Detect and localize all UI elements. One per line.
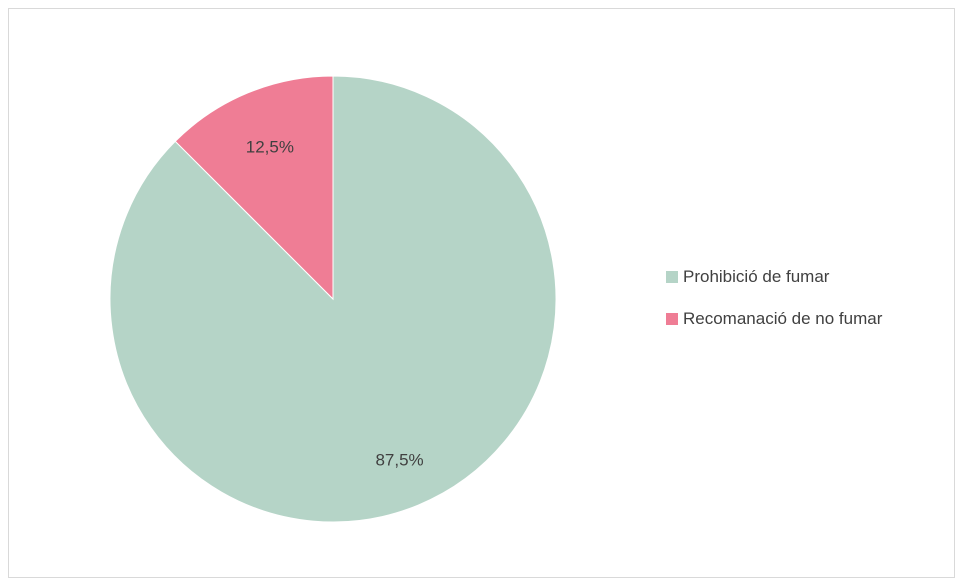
data-label-prohibicio: 87,5% — [375, 451, 423, 470]
legend-swatch-prohibicio — [666, 271, 678, 283]
pie-slice-recomanacio — [174, 75, 334, 301]
legend-item-prohibicio: Prohibició de fumar — [666, 266, 882, 288]
pie-chart: 87,5% 12,5% — [109, 75, 557, 523]
legend: Prohibició de fumar Recomanació de no fu… — [666, 266, 882, 350]
legend-swatch-recomanacio — [666, 313, 678, 325]
legend-item-recomanacio: Recomanació de no fumar — [666, 308, 882, 330]
legend-label-prohibicio: Prohibició de fumar — [683, 267, 830, 286]
pie-slice-prohibicio — [109, 75, 557, 523]
chart-area: 87,5% 12,5% Prohibició de fumar Recomanac… — [8, 8, 955, 578]
legend-label-recomanacio: Recomanació de no fumar — [683, 309, 883, 328]
data-label-recomanacio: 12,5% — [246, 138, 294, 157]
